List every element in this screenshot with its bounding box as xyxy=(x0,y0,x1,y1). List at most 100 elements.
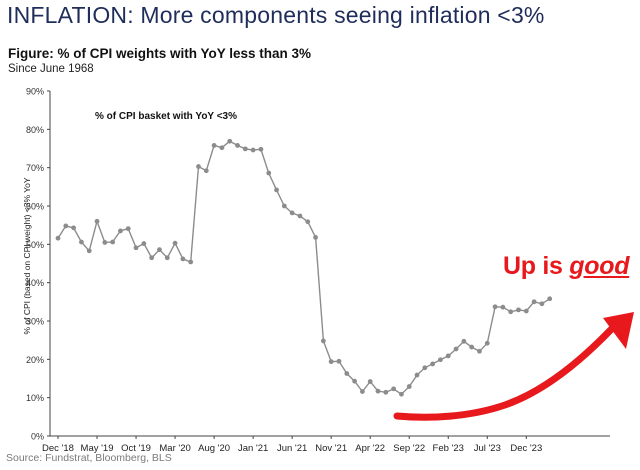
data-point xyxy=(305,219,311,225)
annotation-emphasis: good xyxy=(569,252,630,280)
data-point xyxy=(71,225,77,231)
data-point xyxy=(188,259,194,265)
y-tick-label: 60% xyxy=(26,202,44,212)
data-point xyxy=(219,145,225,151)
data-point xyxy=(383,389,389,395)
data-point xyxy=(336,358,342,364)
up-is-good-annotation: Up is good xyxy=(503,252,629,281)
y-tick-label: 50% xyxy=(26,240,44,250)
data-point xyxy=(125,226,131,232)
x-tick-label: Dec '23 xyxy=(510,443,542,454)
data-point xyxy=(94,218,100,224)
data-point xyxy=(203,168,209,174)
y-tick-label: 20% xyxy=(26,355,44,365)
data-point xyxy=(227,138,233,144)
data-point xyxy=(79,239,84,245)
headline: INFLATION: More components seeing inflat… xyxy=(7,2,545,28)
x-tick-label: Mar '20 xyxy=(159,443,190,454)
data-point xyxy=(63,223,69,229)
data-point xyxy=(391,386,397,392)
data-point xyxy=(445,353,451,359)
y-tick-label: 40% xyxy=(26,278,44,288)
data-point xyxy=(196,164,201,169)
data-point xyxy=(438,357,443,363)
data-point xyxy=(422,365,428,371)
data-point xyxy=(328,359,334,365)
data-point xyxy=(375,388,381,394)
data-point xyxy=(133,245,139,251)
data-point xyxy=(55,235,61,241)
data-point xyxy=(414,372,420,378)
up-arrow-swoosh xyxy=(393,316,624,421)
data-point xyxy=(242,146,248,152)
data-point xyxy=(461,338,467,344)
x-tick-label: Apr '22 xyxy=(355,443,385,454)
x-tick-label: Sep '22 xyxy=(393,443,425,454)
data-point xyxy=(453,346,459,352)
x-tick-label: Jun '21 xyxy=(277,443,307,454)
data-point xyxy=(477,348,482,354)
figure-title: Figure: % of CPI weights with YoY less t… xyxy=(8,46,312,61)
data-point xyxy=(281,203,287,209)
data-point xyxy=(320,338,326,344)
x-tick-label: Jul '23 xyxy=(474,443,501,454)
y-tick-label: 70% xyxy=(26,163,44,173)
x-tick-label: Nov '21 xyxy=(315,443,347,454)
data-point xyxy=(102,240,108,245)
x-tick-label: Aug '20 xyxy=(198,443,230,454)
data-point xyxy=(157,247,162,253)
data-point xyxy=(359,389,365,394)
data-point xyxy=(235,143,240,148)
x-tick-label: Oct '19 xyxy=(121,443,151,454)
data-point xyxy=(211,143,217,148)
data-point xyxy=(86,248,92,254)
x-tick-label: Jan '21 xyxy=(238,443,268,454)
figure-subtitle: Since June 1968 xyxy=(8,63,94,75)
y-tick-label: 10% xyxy=(26,393,44,403)
y-tick-label: 90% xyxy=(26,87,44,97)
data-point xyxy=(344,371,350,376)
annotation-text: Up is xyxy=(503,252,570,280)
data-point xyxy=(164,255,170,261)
data-point xyxy=(508,309,514,315)
series-line xyxy=(57,140,551,396)
data-point xyxy=(141,241,147,246)
data-point xyxy=(531,299,537,305)
data-point xyxy=(500,304,506,310)
source-note: Source: Fundstrat, Bloomberg, BLS xyxy=(6,452,172,464)
x-tick-label: May '19 xyxy=(81,443,114,454)
y-axis-label: % of CPI (based on CPI weight) <3% YoY xyxy=(22,177,32,335)
x-tick-label: Dec '18 xyxy=(42,443,74,454)
data-point xyxy=(547,296,553,302)
data-point xyxy=(266,170,272,176)
series-legend-label: % of CPI basket with YoY <3% xyxy=(95,111,237,122)
data-point xyxy=(469,344,475,350)
data-point xyxy=(250,147,256,153)
data-point xyxy=(172,240,178,246)
data-point xyxy=(516,307,521,313)
x-tick-label: Feb '23 xyxy=(433,443,464,454)
data-point xyxy=(274,187,279,193)
y-tick-label: 30% xyxy=(26,317,44,327)
data-point xyxy=(367,379,373,384)
up-arrow-head xyxy=(603,312,634,349)
y-tick-label: 0% xyxy=(31,432,44,442)
data-point xyxy=(180,256,186,262)
data-point xyxy=(289,210,295,216)
data-point xyxy=(523,308,529,314)
data-point xyxy=(399,391,404,397)
data-point xyxy=(297,213,303,219)
data-point xyxy=(484,340,490,346)
data-point xyxy=(406,384,412,389)
data-point xyxy=(430,361,436,367)
data-point xyxy=(492,304,498,310)
data-point xyxy=(258,146,264,152)
data-point xyxy=(149,255,155,261)
y-tick-label: 80% xyxy=(26,125,44,135)
data-point xyxy=(313,235,318,240)
data-point xyxy=(352,378,357,384)
data-point xyxy=(539,301,545,307)
data-point xyxy=(118,228,123,234)
data-point xyxy=(110,239,116,245)
